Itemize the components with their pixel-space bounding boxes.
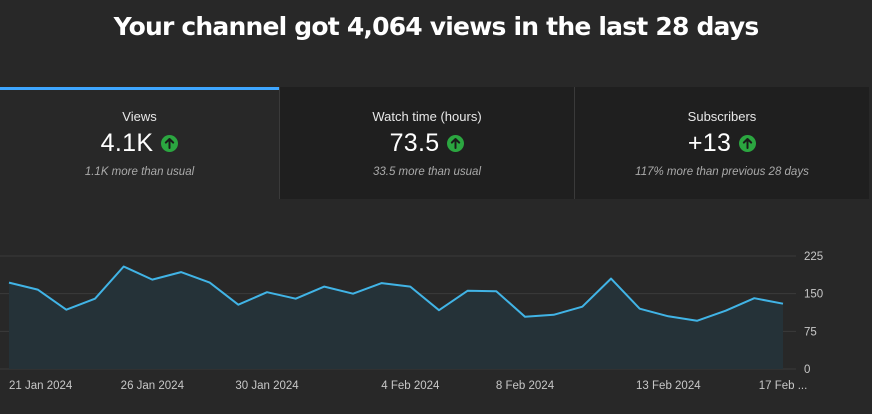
card-label: Watch time (hours) — [372, 109, 482, 124]
data-point[interactable] — [204, 277, 216, 289]
card-label: Views — [122, 109, 157, 124]
series-area — [9, 266, 783, 369]
card-subtext: 1.1K more than usual — [84, 166, 195, 178]
card-value: +13 — [687, 129, 732, 157]
data-point[interactable] — [376, 277, 388, 289]
data-point[interactable] — [720, 305, 732, 317]
data-point[interactable] — [548, 309, 560, 321]
subscribers-card[interactable]: Subscribers +13 117% more than previous … — [575, 87, 869, 199]
card-divider — [279, 87, 280, 199]
page-title: Your channel got 4,064 views in the last… — [113, 12, 760, 41]
arrow-up-circle-icon — [161, 135, 179, 152]
data-point[interactable] — [3, 277, 15, 289]
data-point[interactable] — [576, 301, 588, 313]
y-tick-label: 150 — [804, 289, 823, 301]
data-point[interactable] — [232, 299, 244, 311]
data-point[interactable] — [261, 286, 273, 298]
data-point[interactable] — [118, 261, 130, 273]
arrow-up-circle-icon — [447, 135, 465, 152]
card-value: 73.5 — [389, 129, 440, 157]
data-point[interactable] — [748, 292, 760, 304]
series-line — [8, 265, 784, 322]
selected-indicator — [0, 87, 279, 90]
x-tick-label: 13 Feb 2024 — [636, 380, 701, 392]
x-tick-label: 26 Jan 2024 — [121, 380, 185, 392]
data-point[interactable] — [662, 310, 674, 322]
y-tick-label: 0 — [804, 364, 810, 376]
card-label: Subscribers — [687, 109, 757, 124]
data-point[interactable] — [519, 311, 531, 323]
arrow-up-circle-icon — [739, 135, 757, 152]
data-point[interactable] — [634, 303, 646, 315]
data-point[interactable] — [347, 288, 359, 300]
card-divider — [574, 87, 575, 199]
data-point[interactable] — [777, 298, 789, 310]
data-point[interactable] — [691, 315, 703, 327]
x-tick-label: 17 Feb ... — [759, 380, 808, 392]
data-point[interactable] — [404, 281, 416, 293]
views-card[interactable]: Views 4.1K 1.1K more than usual — [0, 87, 279, 199]
data-point[interactable] — [290, 293, 302, 305]
y-tick-label: 75 — [804, 326, 817, 338]
x-tick-label: 30 Jan 2024 — [235, 380, 299, 392]
data-point[interactable] — [490, 285, 502, 297]
data-point[interactable] — [146, 274, 158, 286]
card-subtext: 33.5 more than usual — [372, 166, 482, 178]
data-point[interactable] — [32, 284, 44, 296]
data-point[interactable] — [318, 281, 330, 293]
x-tick-label: 8 Feb 2024 — [496, 380, 555, 392]
y-tick-label: 225 — [804, 251, 823, 263]
metric-cards: Views 4.1K 1.1K more than usual Watch ti… — [0, 87, 872, 199]
card-subtext: 117% more than previous 28 days — [635, 166, 809, 178]
data-point[interactable] — [433, 304, 445, 316]
views-line-chart[interactable]: 0 75 150 225 21 Jan 2024 26 Jan 2024 30 Jan 20… — [0, 230, 872, 414]
x-tick-label: 4 Feb 2024 — [381, 380, 440, 392]
data-point[interactable] — [60, 304, 72, 316]
data-point[interactable] — [462, 285, 474, 297]
data-point[interactable] — [175, 266, 187, 278]
data-point[interactable] — [605, 273, 617, 285]
card-value: 4.1K — [100, 129, 154, 157]
x-tick-label: 21 Jan 2024 — [9, 380, 73, 392]
data-point[interactable] — [89, 293, 101, 305]
watch-time-card[interactable]: Watch time (hours) 73.5 33.5 more than u… — [280, 87, 574, 199]
